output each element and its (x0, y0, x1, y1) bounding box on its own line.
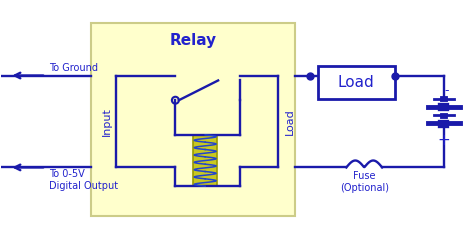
Text: Input: Input (102, 107, 112, 136)
Bar (193, 135, 217, 186)
Text: Relay: Relay (169, 33, 216, 48)
Text: +: + (438, 133, 450, 148)
Text: -: - (445, 84, 449, 97)
Text: Fuse
(Optional): Fuse (Optional) (340, 171, 389, 193)
Text: To 0-5V
Digital Output: To 0-5V Digital Output (49, 169, 118, 191)
Bar (91, 23, 295, 216)
Bar (318, 66, 395, 99)
Text: To Ground: To Ground (49, 63, 98, 73)
Text: Load: Load (338, 75, 374, 90)
Text: Load: Load (285, 108, 295, 135)
